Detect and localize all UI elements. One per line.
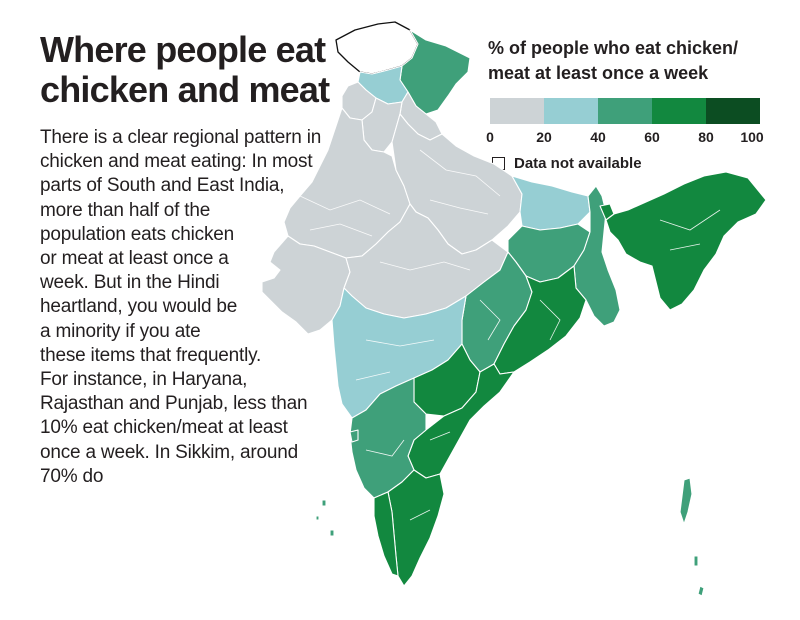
description-line: a minority if you ate xyxy=(40,320,201,342)
legend-tick: 0 xyxy=(486,129,494,145)
legend-tick-labels: 0 20 40 60 80 100 xyxy=(486,129,764,145)
legend-swatch-40-60 xyxy=(598,98,652,124)
legend-tick: 40 xyxy=(590,129,606,145)
legend-tick: 100 xyxy=(740,129,764,145)
no-data-label: Data not available xyxy=(514,155,642,172)
description-line: parts of South and East India, xyxy=(40,175,285,197)
legend-tick: 20 xyxy=(536,129,552,145)
region-northeast xyxy=(605,171,767,311)
description-text: There is a clear regional pattern in chi… xyxy=(40,126,330,489)
legend-title-line-2: meat at least once a week xyxy=(488,63,709,83)
description-line: week. But in the Hindi xyxy=(40,272,220,294)
description-line: 70% do xyxy=(40,465,104,487)
description-line: chicken and meat eating: In most xyxy=(40,151,313,173)
region-gujarat xyxy=(261,235,351,335)
description-line: heartland, you would be xyxy=(40,296,238,318)
title-line-1: Where people eat xyxy=(40,29,326,70)
legend-title-line-1: % of people who eat chicken/ xyxy=(488,38,739,58)
region-karnataka xyxy=(349,377,427,499)
description-line: Rajasthan and Punjab, less than xyxy=(40,393,308,415)
chart-title: Where people eat chicken and meat xyxy=(40,30,340,110)
title-line-2: chicken and meat xyxy=(40,69,330,110)
region-andaman-nicobar xyxy=(679,477,705,597)
description-line: these items that frequently. xyxy=(40,344,262,366)
legend-tick: 80 xyxy=(698,129,714,145)
district-boundaries xyxy=(299,149,721,521)
legend-swatch-60-80 xyxy=(652,98,706,124)
legend-swatch-80-100 xyxy=(706,98,760,124)
region-ladakh xyxy=(399,29,471,115)
legend-color-scale xyxy=(490,98,760,124)
region-odisha xyxy=(493,265,587,375)
description-line: once a week. In Sikkim, around xyxy=(40,441,299,463)
legend-swatch-20-40 xyxy=(544,98,598,124)
description-line: There is a clear regional pattern in xyxy=(40,127,322,148)
region-lakshadweep xyxy=(315,499,335,537)
description-line: 10% eat chicken/meat at least xyxy=(40,417,288,439)
region-goa xyxy=(349,429,359,443)
region-kerala xyxy=(373,491,399,577)
description-line: more than half of the xyxy=(40,199,211,221)
legend-title: % of people who eat chicken/ meat at lea… xyxy=(488,36,788,86)
legend-swatch-0-20 xyxy=(490,98,544,124)
description-line: population eats chicken xyxy=(40,223,234,245)
description-line: or meat at least once a xyxy=(40,248,229,270)
legend-tick: 60 xyxy=(644,129,660,145)
description-line: For instance, in Haryana, xyxy=(40,369,248,391)
region-bihar xyxy=(511,175,591,231)
